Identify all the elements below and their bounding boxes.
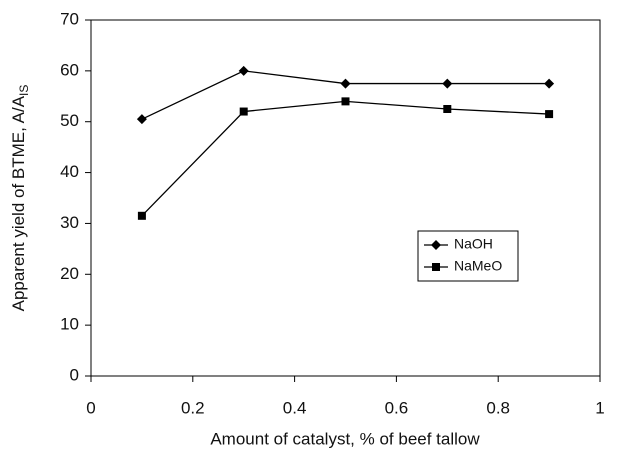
data-point — [545, 110, 554, 119]
x-tick-label: 0.8 — [486, 398, 510, 417]
y-tick-label: 70 — [60, 9, 79, 28]
data-point — [340, 78, 351, 89]
plot-frame — [90, 19, 601, 377]
y-tick-label: 30 — [60, 213, 79, 232]
x-tick-label: 0.6 — [385, 398, 409, 417]
legend-label: NaMeO — [454, 258, 502, 274]
legend-marker — [431, 240, 441, 250]
data-point — [136, 114, 147, 125]
data-point — [137, 211, 146, 220]
legend-label: NaOH — [454, 236, 493, 252]
legend-box — [417, 230, 519, 282]
y-tick-label: 50 — [60, 111, 79, 130]
x-tick-label: 1 — [595, 398, 604, 417]
data-point — [443, 105, 452, 113]
y-tick-label: 10 — [60, 315, 79, 334]
y-tick-label: 0 — [70, 365, 79, 384]
y-axis-label-main: Apparent yield of BTME, A/A — [9, 95, 28, 311]
series-line — [141, 100, 550, 217]
y-axis-label-subscript: IS — [17, 85, 31, 96]
x-axis-label: Amount of catalyst, % of beef tallow — [210, 429, 480, 448]
x-tick-label: 0.2 — [181, 398, 205, 417]
y-axis-label: Apparent yield of BTME, A/AIS — [9, 85, 31, 312]
data-point — [239, 107, 248, 116]
y-tick-label: 60 — [60, 60, 79, 79]
x-tick-label: 0 — [86, 398, 95, 417]
data-point — [442, 78, 453, 89]
data-point — [238, 65, 249, 76]
y-tick-label: 40 — [60, 162, 79, 181]
data-point — [341, 97, 350, 106]
y-tick-label: 20 — [60, 264, 79, 283]
x-tick-label: 0.4 — [283, 398, 307, 417]
series-line — [141, 70, 550, 120]
legend-marker — [432, 263, 440, 271]
data-point — [544, 78, 555, 89]
